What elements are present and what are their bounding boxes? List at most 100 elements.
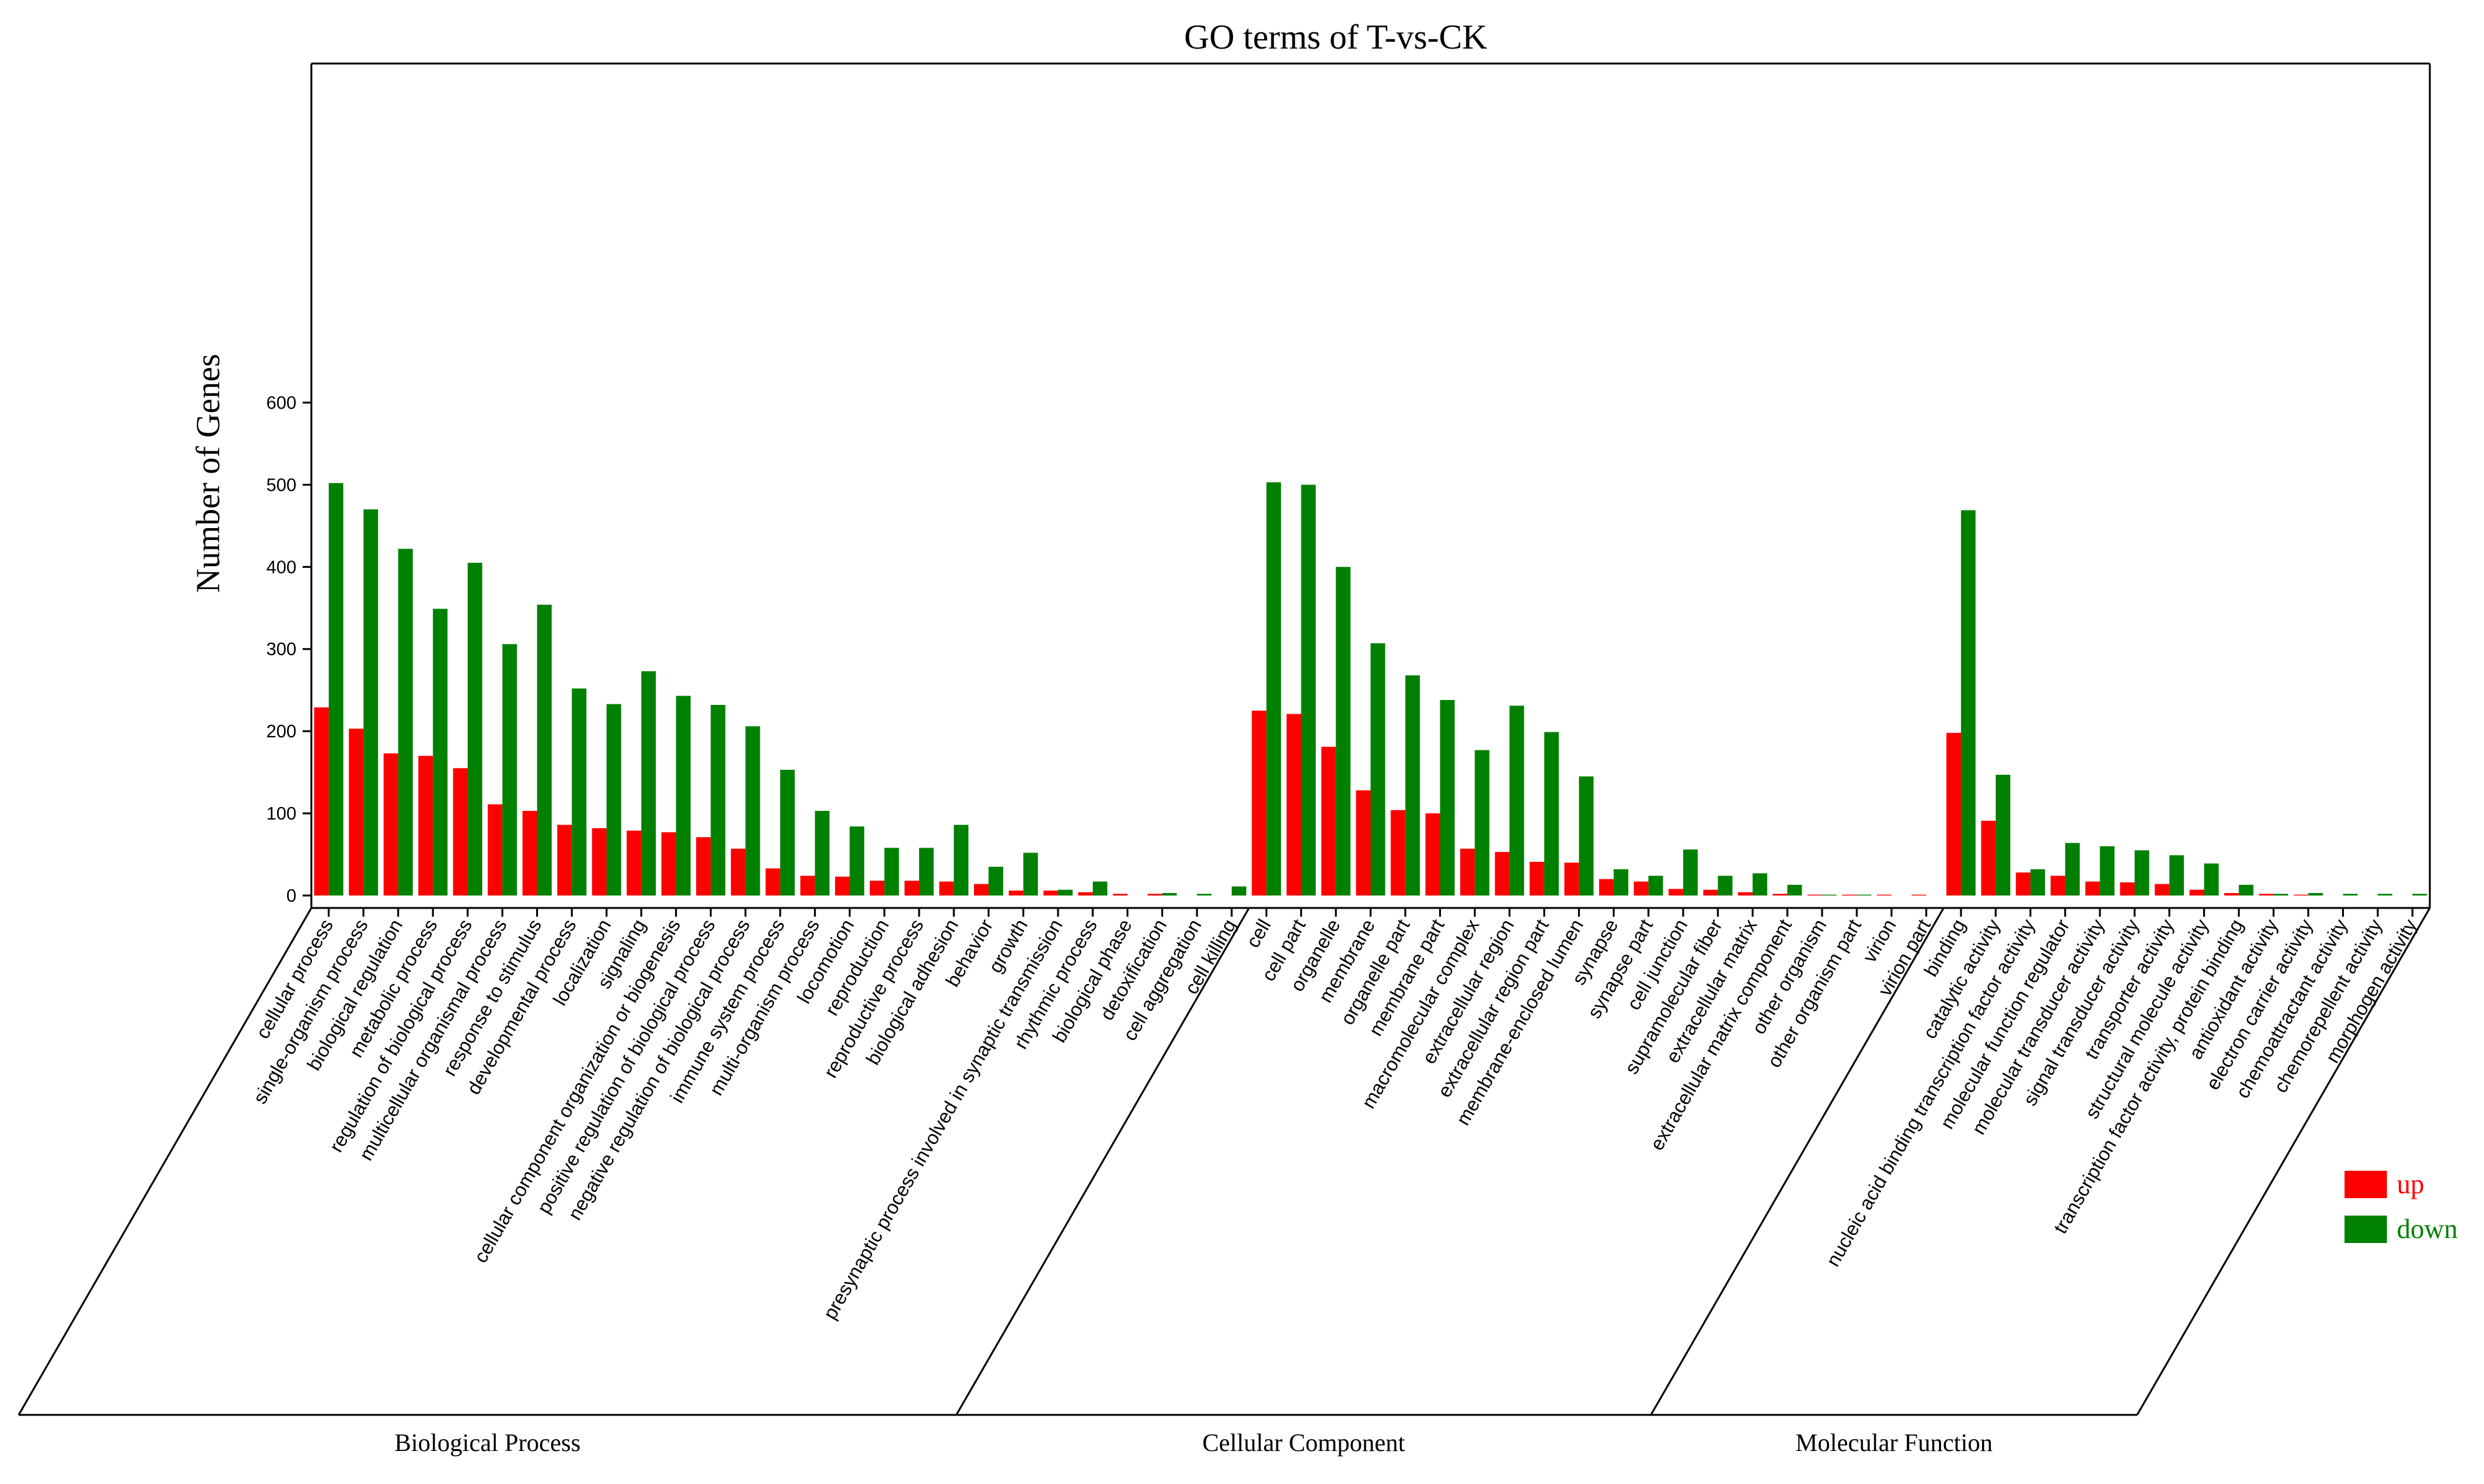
y-tick-label: 500 <box>267 475 296 495</box>
bar-up <box>626 830 641 896</box>
bar-down <box>2378 894 2392 896</box>
bar-up <box>835 876 850 896</box>
bar-up <box>1460 848 1475 896</box>
bar-up <box>1113 894 1128 896</box>
bar-down <box>2030 869 2046 896</box>
bar-down <box>2204 863 2219 896</box>
y-axis-label: Number of Genes <box>189 354 227 593</box>
bar-up <box>1946 732 1962 896</box>
bar-down <box>2343 894 2358 896</box>
legend: up down <box>2345 1169 2458 1244</box>
bar-down <box>1405 675 1420 896</box>
bar-up <box>939 881 954 896</box>
bar-up <box>1599 879 1614 896</box>
y-tick-label: 600 <box>267 393 296 413</box>
bar-down <box>1995 775 2011 896</box>
bar-down <box>711 704 725 896</box>
bar-up <box>1043 891 1059 896</box>
y-tick-label: 400 <box>267 557 296 577</box>
bar-down <box>953 825 969 896</box>
bar-down <box>1787 884 1802 896</box>
bar-down <box>467 562 483 896</box>
bar-up <box>1703 889 1718 896</box>
bar-up <box>1529 861 1544 896</box>
y-tick-label: 0 <box>286 886 296 906</box>
bar-up <box>1564 863 1579 896</box>
bar-up <box>592 828 607 896</box>
group-label: Cellular Component <box>1202 1429 1405 1457</box>
bar-up <box>1321 747 1336 896</box>
bar-up <box>349 729 364 896</box>
bar-up <box>1147 894 1163 896</box>
bar-up <box>522 811 537 896</box>
bar-up <box>1633 881 1649 896</box>
bar-down <box>1231 886 1247 896</box>
bar-down <box>1162 893 1177 896</box>
bar-down <box>676 696 691 896</box>
bar-down <box>745 726 760 896</box>
bar-up <box>1356 790 1371 896</box>
group-divider <box>955 907 1250 1415</box>
bar-down <box>1822 894 1837 896</box>
bar-up <box>800 876 815 896</box>
legend-swatch-down <box>2345 1216 2387 1243</box>
bar-up <box>488 804 503 896</box>
chart-title: GO terms of T-vs-CK <box>1184 18 1488 57</box>
bar-down <box>1266 482 1282 896</box>
bar-down <box>2412 894 2427 896</box>
legend-label-down: down <box>2397 1214 2458 1244</box>
bar-up <box>1391 810 1405 896</box>
bar-up <box>730 848 746 896</box>
bar-down <box>988 866 1003 896</box>
bar-up <box>1842 894 1857 896</box>
group-label: Biological Process <box>394 1429 580 1457</box>
y-tick-label: 300 <box>267 640 296 659</box>
bar-up <box>557 825 572 896</box>
bar-up <box>384 753 399 896</box>
bar-down <box>1371 643 1386 896</box>
bar-down <box>849 826 864 896</box>
bar-down <box>398 549 413 896</box>
y-tick-label: 200 <box>267 722 296 742</box>
bar-up <box>1877 894 1892 896</box>
bar-up <box>453 768 468 896</box>
bar-down <box>1058 889 1073 896</box>
bar-up <box>1807 894 1823 896</box>
bar-down <box>884 848 899 896</box>
bar-up <box>1425 813 1440 896</box>
bar-down <box>1961 510 1976 896</box>
bar-up <box>1008 891 1024 896</box>
bar-up <box>1738 892 1753 896</box>
bar-up <box>1495 852 1510 896</box>
bar-down <box>2308 893 2323 896</box>
bar-up <box>2016 872 2031 896</box>
y-tick-label: 100 <box>267 804 296 824</box>
bar-up <box>1981 820 1996 896</box>
bar-down <box>1579 776 1594 896</box>
bar-up <box>2259 894 2274 896</box>
bar-down <box>572 688 587 896</box>
bar-down <box>502 644 517 896</box>
bar-up <box>2050 876 2066 896</box>
bar-down <box>607 704 621 896</box>
group-bracket-left <box>17 907 313 1415</box>
bar-up <box>974 884 989 896</box>
bar-down <box>1544 732 1559 896</box>
bar-down <box>1475 750 1490 896</box>
bar-down <box>2134 850 2150 896</box>
bar-up <box>1078 892 1093 896</box>
bar-down <box>815 811 830 896</box>
bar-down <box>2065 843 2080 896</box>
bar-down <box>2274 894 2288 896</box>
group-bracket-right <box>2136 907 2431 1415</box>
bar-up <box>1772 894 1788 896</box>
bar-down <box>1648 876 1663 896</box>
bar-up <box>2155 884 2170 896</box>
bar-up <box>696 837 711 896</box>
bar-down <box>363 509 379 896</box>
x-tick-label: cell <box>1242 915 1275 952</box>
group-divider <box>1650 907 1945 1415</box>
legend-label-up: up <box>2397 1169 2424 1199</box>
